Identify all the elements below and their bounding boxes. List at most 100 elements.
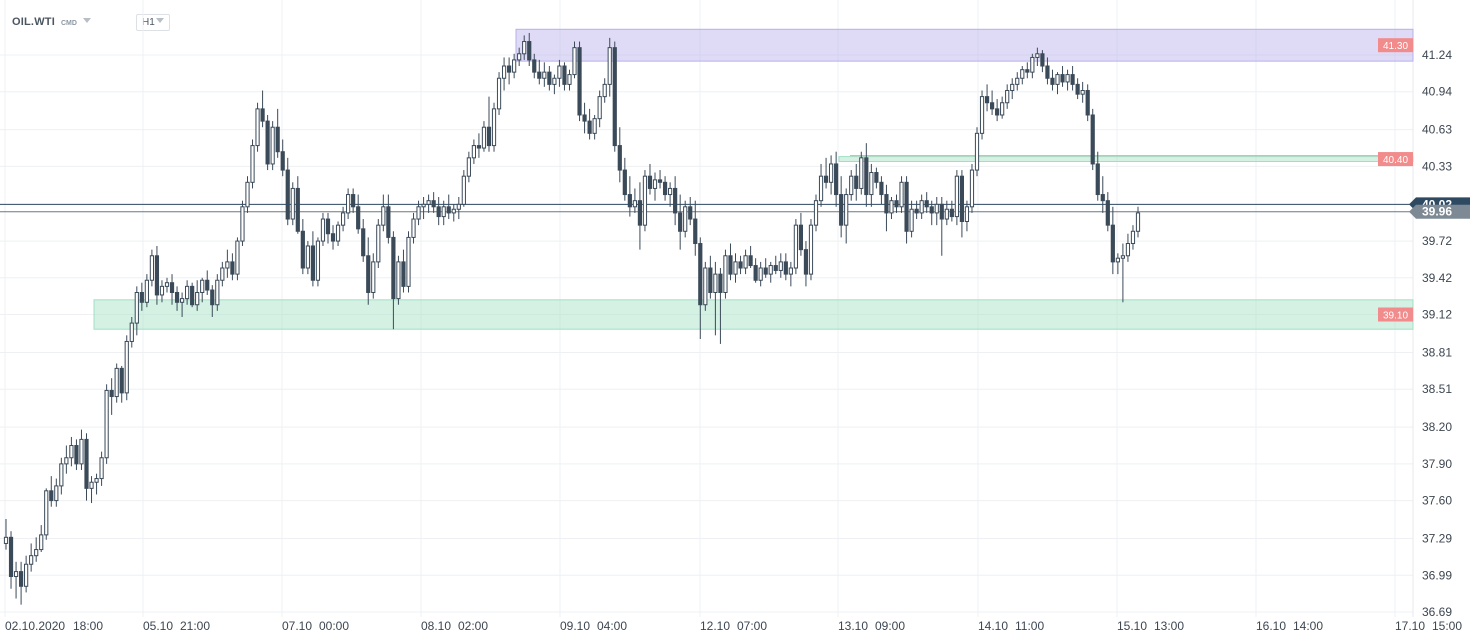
candle-body — [637, 200, 643, 226]
candle — [934, 197, 939, 226]
candle — [210, 285, 215, 317]
candle-body — [557, 65, 562, 79]
candle-body — [748, 255, 753, 267]
candle-body — [552, 77, 557, 85]
candle — [904, 176, 909, 244]
candle — [215, 274, 220, 311]
zone-label-resistance-upper: 41.30 — [1378, 38, 1413, 53]
chevron-down-icon[interactable] — [156, 18, 164, 23]
candle-body — [1110, 224, 1115, 263]
candle — [849, 170, 854, 201]
y-tick-label: 39.72 — [1422, 234, 1452, 248]
candle — [688, 197, 693, 226]
candle — [466, 151, 471, 183]
candle — [793, 219, 798, 275]
candle-body — [486, 126, 492, 147]
y-tick-label: 37.29 — [1422, 532, 1452, 546]
candle — [703, 261, 708, 311]
candle-body — [466, 157, 471, 177]
symbol-selector[interactable]: OIL.WTI CMD — [12, 11, 112, 33]
time-axis: 02.10.2020 18:00 05.10 21:00 07.10 00:00 08.10… — [5, 619, 1462, 633]
candle — [1060, 66, 1065, 87]
x-tick-label: 09.10 — [560, 619, 590, 633]
candle-body — [391, 236, 396, 300]
price-lines-layer — [0, 203, 1413, 213]
candle — [361, 219, 366, 262]
candle — [351, 188, 356, 213]
candle-body — [829, 163, 834, 183]
candle-body — [164, 282, 170, 287]
candle — [778, 253, 783, 278]
candle-body — [592, 118, 597, 134]
candle-body — [320, 218, 326, 242]
candle — [577, 41, 582, 122]
candle-body — [1020, 69, 1025, 79]
candle — [788, 261, 793, 287]
zone-label-text: 39.10 — [1383, 311, 1408, 322]
candle-body — [642, 175, 648, 226]
x-tick-label: 14:00 — [1293, 619, 1323, 633]
y-tick-label: 40.33 — [1422, 159, 1452, 173]
candle-body — [632, 200, 637, 208]
timeframe-selector[interactable]: H1 — [136, 14, 170, 31]
candle — [602, 78, 607, 103]
candle-body — [718, 273, 723, 293]
candle-body — [909, 208, 914, 232]
candle — [984, 84, 990, 112]
candle — [562, 62, 567, 91]
candle-body — [1120, 255, 1126, 259]
candle — [929, 200, 934, 226]
candle — [512, 53, 517, 79]
chevron-down-icon[interactable] — [82, 17, 91, 23]
candle — [864, 143, 869, 207]
candle-body — [1040, 53, 1045, 67]
candle-body — [899, 181, 904, 208]
candle-body — [114, 367, 119, 398]
candle-body — [190, 285, 195, 306]
candle — [59, 457, 64, 495]
candle-body — [195, 291, 200, 306]
candle — [325, 212, 331, 244]
candle — [245, 176, 250, 213]
candle-body — [834, 163, 839, 196]
candle — [1040, 50, 1045, 73]
candle-body — [939, 203, 944, 220]
y-tick-label: 39.12 — [1422, 308, 1452, 322]
x-tick-label: 13:00 — [1154, 619, 1184, 633]
candle — [119, 365, 124, 403]
zone-label-support: 39.10 — [1378, 307, 1413, 322]
candle — [542, 62, 547, 87]
candle — [190, 282, 195, 308]
candle-body — [1100, 194, 1105, 202]
symbol-name: OIL.WTI — [12, 16, 55, 28]
candle — [728, 243, 733, 281]
candle — [371, 253, 376, 299]
candle-body — [159, 285, 165, 296]
x-tick-label: 14.10 — [978, 619, 1008, 633]
candle — [320, 212, 326, 246]
candle — [582, 102, 587, 134]
candle-body — [79, 438, 84, 465]
zone-label-resistance-mid: 40.40 — [1378, 152, 1413, 167]
candle — [1115, 253, 1120, 275]
candle-body — [215, 279, 220, 306]
candle-body — [733, 261, 738, 275]
candle-body — [1005, 90, 1010, 104]
candle-body — [979, 96, 985, 134]
y-tick-label: 38.81 — [1422, 345, 1452, 359]
zone-label-text: 40.40 — [1383, 155, 1408, 166]
candle-body — [854, 175, 859, 189]
candle — [924, 192, 929, 213]
candle — [662, 176, 668, 201]
candle-body — [693, 218, 698, 245]
candle — [557, 59, 562, 87]
candle — [798, 212, 804, 256]
candle-body — [1095, 163, 1100, 196]
candle-body — [808, 224, 814, 275]
candle — [1090, 108, 1095, 171]
candle-body — [1055, 74, 1060, 85]
candle — [305, 241, 310, 275]
candle-body — [793, 224, 798, 269]
candle — [683, 200, 688, 238]
